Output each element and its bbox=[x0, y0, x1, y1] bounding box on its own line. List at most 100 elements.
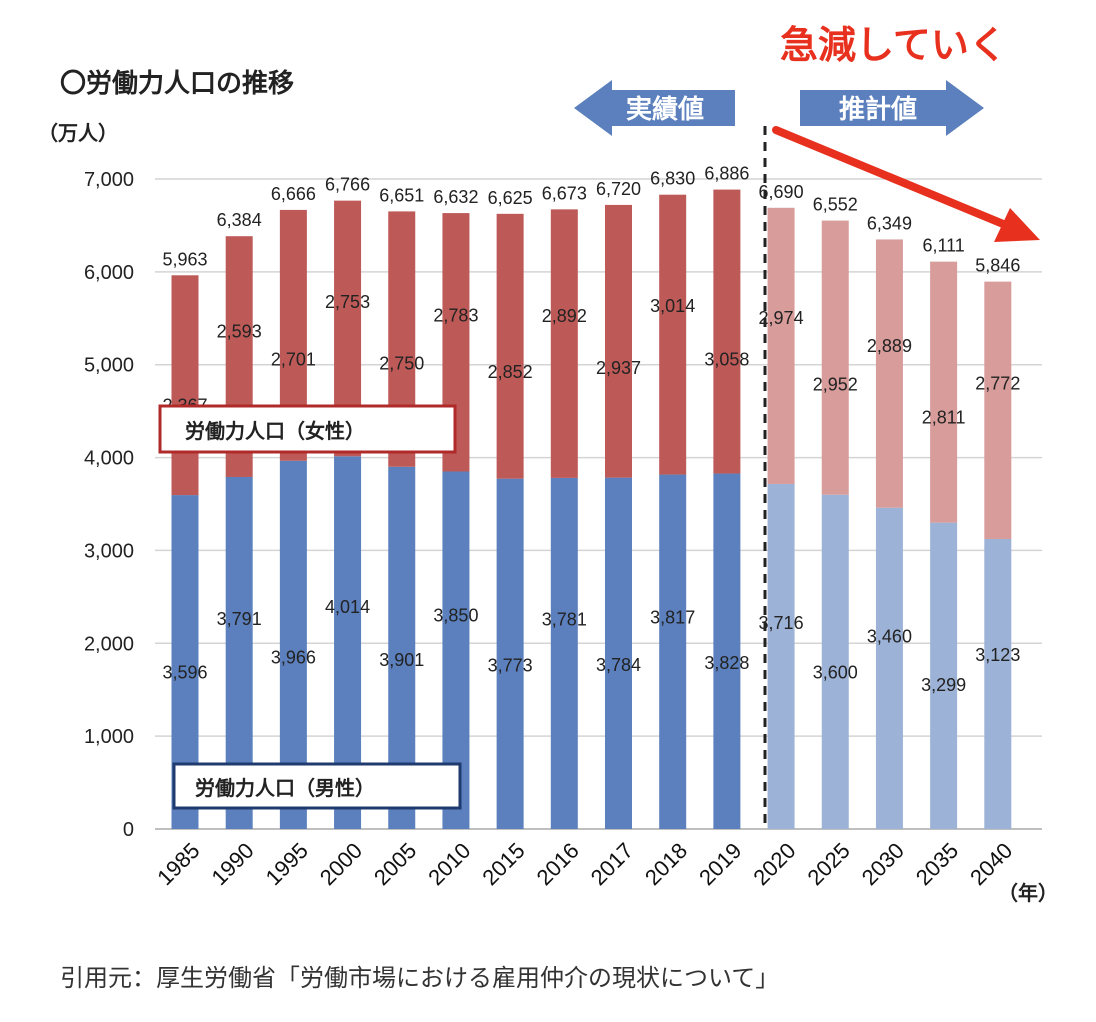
y-tick-label: 4,000 bbox=[84, 448, 134, 470]
label-total-2020: 6,690 bbox=[759, 182, 804, 202]
bar-female-2019 bbox=[713, 189, 741, 474]
x-axis-labels: 1985 1990 1995 2000 2005 2010 2015 2016 2017 2018… bbox=[152, 838, 1017, 890]
label-female-2018: 3,014 bbox=[650, 296, 695, 316]
label-male-2030: 3,460 bbox=[867, 627, 912, 647]
label-male-2017: 3,784 bbox=[596, 655, 641, 675]
bar-female-1985 bbox=[171, 275, 199, 496]
bar-male-2040 bbox=[984, 539, 1012, 829]
label-female-2019: 3,058 bbox=[704, 350, 749, 370]
y-axis-ticks: 0 1,000 2,000 3,000 4,000 5,000 6,000 7,000 bbox=[84, 169, 134, 841]
source-citation: 引用元：厚生労働省「労働市場における雇用仲介の現状について」 bbox=[60, 964, 780, 992]
label-male-2035: 3,299 bbox=[921, 675, 966, 695]
label-total-2030: 6,349 bbox=[867, 213, 912, 233]
label-female-2000: 2,753 bbox=[325, 292, 370, 312]
x-tick-label: 2030 bbox=[857, 838, 909, 890]
label-total-2035: 6,111 bbox=[922, 236, 964, 256]
x-tick-label: 2020 bbox=[748, 838, 800, 890]
label-total-1995: 6,666 bbox=[271, 184, 316, 204]
y-tick-label: 6,000 bbox=[84, 262, 134, 284]
bar-female-2030 bbox=[875, 239, 903, 508]
value-labels: 3,5962,3675,9633,7912,5936,3843,9662,701… bbox=[162, 164, 1020, 696]
bar-male-2030 bbox=[875, 507, 903, 829]
label-total-1985: 5,963 bbox=[162, 249, 207, 269]
actual-label: 実績値 bbox=[626, 94, 704, 125]
legend-male-label: 労働力人口（男性） bbox=[195, 776, 375, 800]
label-female-1990: 2,593 bbox=[217, 321, 262, 341]
bar-female-2015 bbox=[496, 213, 524, 479]
label-total-2019: 6,886 bbox=[704, 164, 749, 184]
y-unit-label: （万人） bbox=[38, 121, 118, 145]
label-total-2015: 6,625 bbox=[488, 188, 533, 208]
y-tick-label: 2,000 bbox=[84, 633, 134, 655]
label-male-2018: 3,817 bbox=[650, 607, 695, 627]
legend-female-box bbox=[158, 404, 457, 454]
x-unit-label: （年） bbox=[998, 881, 1058, 905]
bar-female-2040 bbox=[984, 281, 1012, 540]
label-female-2015: 2,852 bbox=[488, 362, 533, 382]
x-tick-label: 2018 bbox=[640, 838, 692, 890]
label-female-2005: 2,750 bbox=[379, 354, 424, 374]
label-total-2010: 6,632 bbox=[433, 187, 478, 207]
bar-female-2016 bbox=[550, 209, 578, 478]
label-male-2019: 3,828 bbox=[704, 653, 749, 673]
projected-label: 推計値 bbox=[839, 94, 917, 125]
x-tick-label: 2000 bbox=[315, 838, 367, 890]
y-tick-label: 1,000 bbox=[84, 726, 134, 748]
x-tick-label: 1990 bbox=[206, 838, 258, 890]
projected-arrow bbox=[800, 80, 984, 136]
x-tick-label: 2010 bbox=[423, 838, 475, 890]
label-female-2035: 2,811 bbox=[922, 407, 966, 427]
decline-arrow-head bbox=[994, 208, 1040, 242]
label-total-2000: 6,766 bbox=[325, 175, 370, 195]
label-female-2016: 2,892 bbox=[542, 306, 587, 326]
y-tick-label: 3,000 bbox=[84, 540, 134, 562]
decline-arrow-shaft bbox=[772, 126, 1012, 230]
bar-male-2035 bbox=[930, 522, 958, 829]
label-total-2017: 6,720 bbox=[596, 179, 641, 199]
x-tick-label: 1995 bbox=[261, 838, 313, 890]
decline-annotation: 急減していく bbox=[780, 23, 1007, 67]
label-male-2005: 3,901 bbox=[379, 650, 424, 670]
label-total-1990: 6,384 bbox=[217, 210, 262, 230]
label-total-2018: 6,830 bbox=[650, 169, 695, 189]
label-male-2025: 3,600 bbox=[813, 663, 858, 683]
bar-male-2018 bbox=[659, 474, 687, 829]
y-tick-label: 5,000 bbox=[84, 355, 134, 377]
bar-female-2018 bbox=[659, 194, 687, 475]
x-tick-label: 2005 bbox=[369, 838, 421, 890]
label-female-2017: 2,937 bbox=[596, 358, 641, 378]
x-tick-label: 2035 bbox=[911, 838, 963, 890]
bars bbox=[171, 189, 1012, 829]
legend-male-box bbox=[172, 762, 462, 810]
label-total-2016: 6,673 bbox=[542, 183, 587, 203]
y-tick-label: 7,000 bbox=[84, 169, 134, 191]
label-female-2040: 2,772 bbox=[975, 374, 1020, 394]
bar-female-2035 bbox=[930, 261, 958, 523]
x-tick-label: 2016 bbox=[532, 838, 584, 890]
x-tick-label: 1985 bbox=[152, 838, 204, 890]
label-male-2020: 3,716 bbox=[759, 613, 804, 633]
x-tick-label: 2019 bbox=[694, 838, 746, 890]
label-male-2000: 4,014 bbox=[325, 597, 370, 617]
bar-male-2015 bbox=[496, 478, 524, 829]
label-male-2010: 3,850 bbox=[433, 606, 478, 626]
label-female-2010: 2,783 bbox=[433, 306, 478, 326]
legend-female-label: 労働力人口（女性） bbox=[185, 419, 365, 443]
bar-male-2016 bbox=[550, 477, 578, 829]
label-total-2025: 6,552 bbox=[813, 195, 858, 215]
label-male-1990: 3,791 bbox=[217, 609, 262, 629]
chart-title: 〇労働力人口の推移 bbox=[60, 69, 294, 99]
label-female-1995: 2,701 bbox=[271, 349, 316, 369]
x-tick-label: 2017 bbox=[586, 838, 638, 890]
bar-female-2025 bbox=[821, 220, 849, 495]
label-total-2040: 5,846 bbox=[975, 256, 1020, 276]
x-tick-label: 2025 bbox=[802, 838, 854, 890]
label-male-1995: 3,966 bbox=[271, 647, 316, 667]
bar-male-2017 bbox=[605, 477, 632, 829]
actual-arrow bbox=[574, 80, 735, 136]
bar-female-2017 bbox=[605, 204, 632, 478]
bar-female-2020 bbox=[767, 207, 795, 484]
label-total-2005: 6,651 bbox=[379, 185, 424, 205]
label-female-2020: 2,974 bbox=[759, 308, 804, 328]
